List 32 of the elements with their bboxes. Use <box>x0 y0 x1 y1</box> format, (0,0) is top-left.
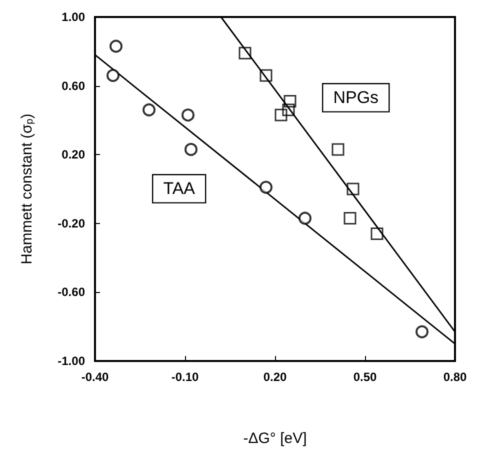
x-tick-label: 0.50 <box>353 370 377 384</box>
point <box>106 68 120 82</box>
point <box>184 142 198 156</box>
point <box>416 325 428 338</box>
point <box>282 104 295 116</box>
point <box>142 103 156 116</box>
y-tick-label: 0.20 <box>62 148 86 162</box>
point <box>298 212 312 225</box>
point <box>260 69 272 82</box>
y-tick-label: -0.60 <box>58 285 86 300</box>
series-label: TAA <box>163 179 196 198</box>
x-axis-title: -ΔG° [eV] <box>243 430 307 447</box>
point <box>110 40 122 53</box>
y-axis-title: Hammett constant (σp) <box>18 114 36 264</box>
point <box>344 212 356 224</box>
x-tick-label: -0.40 <box>81 370 109 384</box>
point <box>370 227 384 240</box>
point <box>332 143 344 156</box>
x-tick-label: -0.10 <box>171 370 199 384</box>
y-tick-label: 1.00 <box>62 10 86 24</box>
y-tick-label: 0.60 <box>62 78 86 93</box>
text: NPGs <box>333 88 379 108</box>
y-tick-label: -1.00 <box>58 354 86 368</box>
point <box>260 180 272 194</box>
point <box>274 108 288 122</box>
x-tick-label: 0.80 <box>443 370 467 384</box>
x-tick-label: 0.20 <box>263 370 287 384</box>
point <box>182 108 194 122</box>
y-tick-label: -0.20 <box>58 216 86 230</box>
point <box>284 95 296 108</box>
point <box>346 182 360 196</box>
point <box>238 46 252 60</box>
